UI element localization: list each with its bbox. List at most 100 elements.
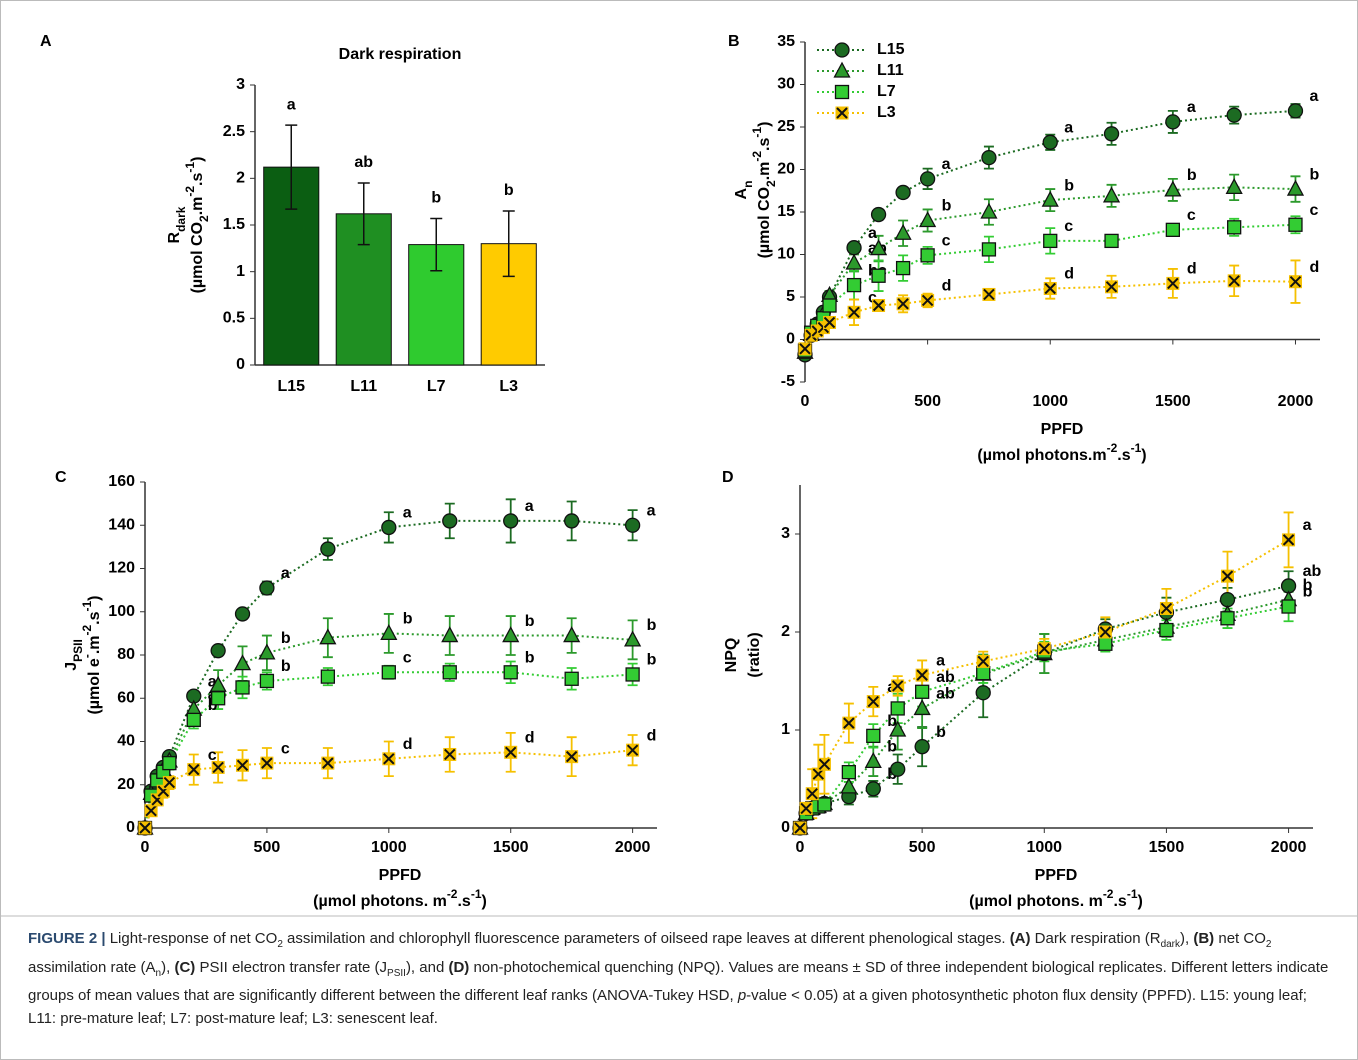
axis-label: JPSII [63, 639, 85, 671]
marker [889, 720, 907, 737]
marker [1102, 186, 1121, 203]
marker [1165, 114, 1181, 130]
significance-letter: d [942, 278, 952, 295]
marker-cross [188, 763, 200, 776]
marker-cross [163, 776, 176, 789]
axis-label-part: - [80, 654, 94, 658]
significance-letter: a [868, 225, 877, 242]
marker-cross [1038, 642, 1050, 655]
caption-text: non-photochemical quenching (NPQ). Value… [28, 958, 1329, 1005]
marker [895, 184, 911, 201]
marker-cross [505, 746, 517, 759]
marker [841, 764, 857, 780]
axis-label-part: -2 [80, 625, 94, 636]
significance-letter: a [403, 505, 412, 522]
axis-label-part: .s [1113, 893, 1126, 910]
marker-cross [872, 299, 885, 312]
y-tick-label: 5 [786, 288, 795, 305]
marker [1286, 179, 1305, 196]
marker [1043, 233, 1058, 249]
marker [919, 171, 936, 187]
axis-label-part: (µmol CO [756, 187, 773, 258]
y-tick-label: 140 [108, 516, 135, 533]
caption-text: ), [161, 958, 175, 976]
marker [894, 223, 912, 240]
marker-cross [983, 288, 995, 301]
caption-text: dark [1160, 939, 1181, 950]
marker [162, 755, 177, 771]
marker [186, 712, 201, 728]
significance-letter: b [647, 652, 657, 669]
significance-letter: a [936, 652, 945, 669]
marker [234, 606, 251, 622]
caption-text: 2 [1265, 939, 1272, 950]
marker-cross [818, 758, 831, 771]
axis-label-part: NPQ [723, 638, 740, 673]
significance-letter: ab [936, 669, 955, 686]
marker [441, 626, 459, 643]
marker [235, 680, 250, 695]
x-tick-label: 1500 [493, 839, 529, 856]
significance-letter: b [403, 611, 413, 628]
marker [1098, 636, 1113, 651]
marker-cross [139, 822, 151, 834]
series-line [799, 539, 1290, 829]
x-tick-label: 1500 [1155, 393, 1191, 410]
significance-letter: b [1064, 177, 1074, 194]
x-tick-label: 0 [141, 839, 150, 856]
marker [563, 626, 581, 643]
marker [1288, 217, 1303, 232]
caption-text: PSII [387, 967, 406, 979]
marker-cross [806, 787, 818, 800]
axis-label: PPFD [1035, 867, 1078, 884]
marker-cross [1289, 275, 1302, 288]
marker [564, 513, 580, 529]
axis-label-part: (µmol CO [189, 222, 206, 293]
caption-label: FIGURE 2 | [28, 930, 106, 947]
axis-label: (µmol e-.m-2.s-1) [80, 595, 103, 714]
marker [846, 277, 862, 293]
x-tick-label: L11 [350, 378, 377, 395]
marker-cross [322, 757, 334, 769]
caption-text: (B) [1193, 930, 1215, 947]
error-bar [357, 182, 370, 246]
marker [624, 630, 642, 647]
significance-letter: c [403, 650, 412, 667]
axis-label-part: -1 [471, 887, 482, 901]
significance-letter: d [403, 736, 413, 753]
axis-label-part: .s [457, 893, 470, 910]
axis-label: Rdark [166, 206, 188, 243]
y-tick-label: 25 [777, 118, 795, 135]
significance-letter: b [887, 739, 897, 756]
marker [822, 298, 837, 313]
significance-letter: a [1309, 88, 1318, 105]
legend-label: L7 [877, 83, 896, 100]
error-bar [285, 124, 298, 210]
axis-label-part: (µmol photons.m [977, 447, 1106, 464]
marker-cross [1044, 282, 1056, 295]
marker-cross [444, 748, 456, 761]
marker [870, 206, 887, 223]
marker [381, 519, 397, 536]
marker-cross [1228, 275, 1240, 287]
y-tick-label: 0 [126, 819, 135, 836]
significance-letter: b [281, 658, 291, 675]
x-tick-label: 500 [254, 839, 281, 856]
axis-label-part: PPFD [379, 867, 422, 884]
axis-label-part: PPFD [1041, 421, 1084, 438]
marker-cross [977, 655, 989, 668]
y-tick-label: 40 [117, 733, 135, 750]
marker [913, 699, 931, 716]
marker [233, 654, 252, 671]
axis-label: (µmol photons. m-2.s-1) [313, 887, 487, 910]
x-tick-label: 500 [914, 393, 941, 410]
significance-letter: d [525, 730, 535, 747]
caption-text: assimilation and chlorophyll fluorescenc… [282, 930, 1010, 947]
axis-label-part: -1 [1131, 441, 1142, 455]
axis-label-part: .s [86, 611, 103, 624]
marker [865, 781, 881, 797]
axis-label-part: ) [1141, 447, 1146, 464]
axis-label-part: ) [86, 595, 103, 600]
marker-cross [1221, 570, 1234, 582]
